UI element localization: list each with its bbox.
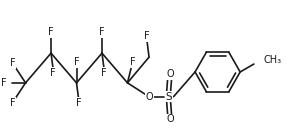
Text: F: F xyxy=(48,27,54,37)
Text: O: O xyxy=(167,69,174,79)
Text: F: F xyxy=(101,68,107,78)
Text: S: S xyxy=(165,92,172,102)
Text: F: F xyxy=(76,98,81,108)
Text: F: F xyxy=(74,57,79,67)
Text: O: O xyxy=(145,92,153,102)
Text: F: F xyxy=(99,27,105,37)
Text: CH₃: CH₃ xyxy=(264,55,282,65)
Text: F: F xyxy=(10,58,15,68)
Text: F: F xyxy=(50,68,56,78)
Text: O: O xyxy=(167,115,174,125)
Text: F: F xyxy=(10,98,15,108)
Text: F: F xyxy=(144,31,150,41)
Text: F: F xyxy=(129,57,135,67)
Text: F: F xyxy=(1,78,7,88)
